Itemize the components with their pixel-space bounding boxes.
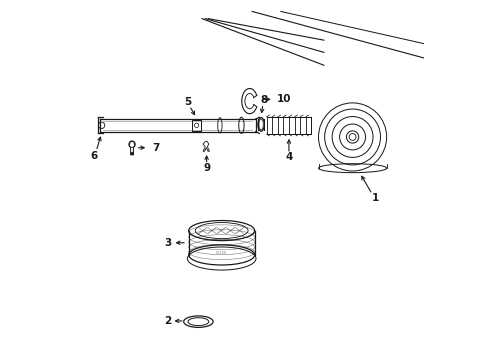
Text: 5: 5 bbox=[184, 97, 191, 107]
Circle shape bbox=[349, 134, 356, 140]
Text: 7: 7 bbox=[152, 143, 159, 153]
Text: 3: 3 bbox=[164, 238, 171, 248]
Text: 4: 4 bbox=[285, 152, 293, 162]
Text: FILTER: FILTER bbox=[216, 251, 227, 255]
Text: 1: 1 bbox=[372, 193, 380, 203]
Bar bbox=[192, 120, 201, 131]
Text: 2: 2 bbox=[164, 316, 171, 326]
Text: 6: 6 bbox=[91, 151, 98, 161]
Text: 8: 8 bbox=[260, 95, 268, 105]
Text: 10: 10 bbox=[277, 94, 292, 104]
Text: 9: 9 bbox=[203, 163, 210, 173]
